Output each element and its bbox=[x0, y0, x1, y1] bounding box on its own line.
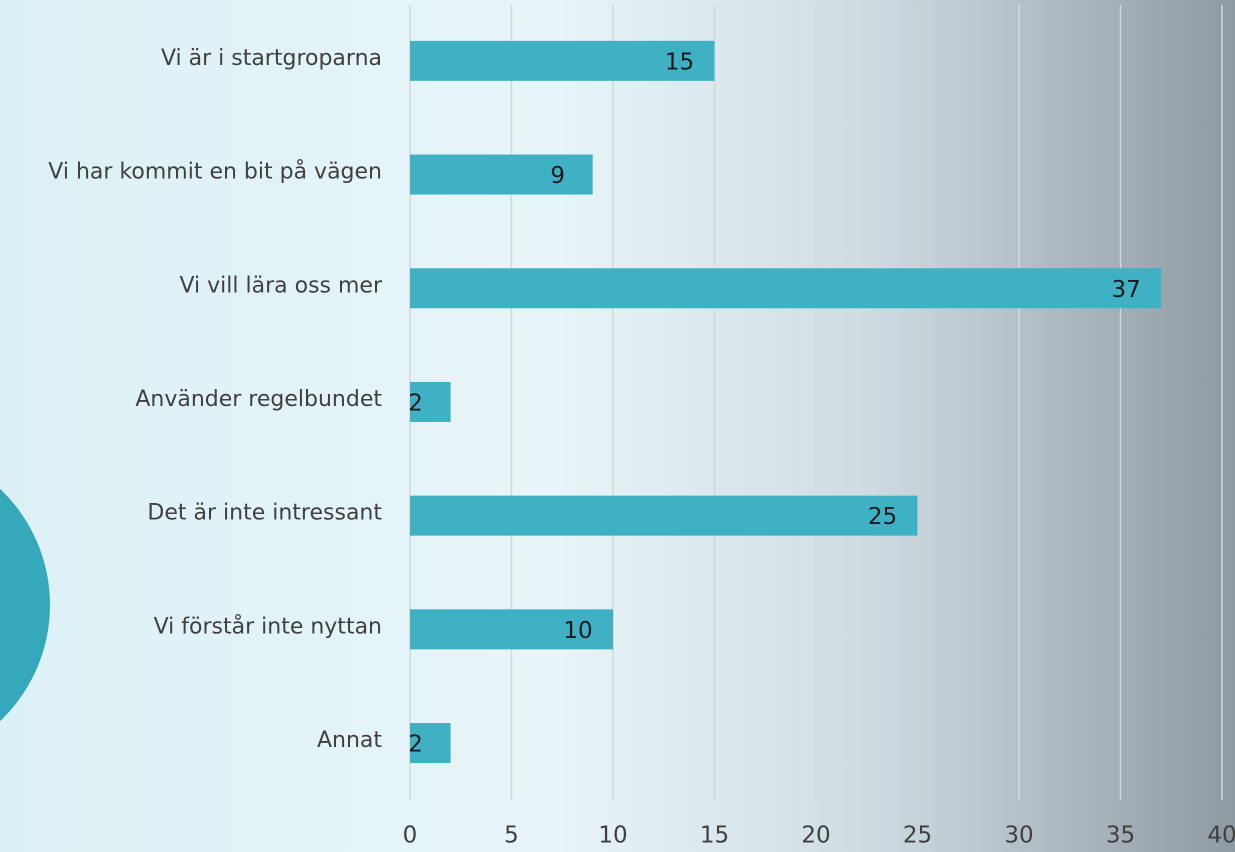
x-tick-label: 35 bbox=[1106, 823, 1135, 849]
bar bbox=[410, 40, 715, 81]
x-tick-label: 10 bbox=[598, 823, 627, 849]
x-tick-label: 20 bbox=[801, 823, 830, 849]
y-tick-label: Vi är i startgroparna bbox=[161, 46, 382, 71]
x-tick-label: 40 bbox=[1207, 823, 1235, 849]
y-tick-label: Annat bbox=[317, 728, 382, 753]
data-label: 9 bbox=[550, 163, 565, 189]
data-label: 25 bbox=[868, 504, 897, 530]
bar bbox=[410, 723, 451, 764]
y-tick-label: Vi vill lära oss mer bbox=[179, 273, 382, 298]
bar bbox=[410, 609, 613, 650]
x-tick-label: 25 bbox=[903, 823, 932, 849]
y-tick-label: Använder regelbundet bbox=[135, 387, 382, 412]
data-label: 37 bbox=[1111, 277, 1140, 303]
bar bbox=[410, 154, 593, 195]
x-tick-label: 5 bbox=[504, 823, 519, 849]
data-label: 15 bbox=[665, 49, 694, 75]
data-label: 2 bbox=[408, 390, 423, 416]
bar bbox=[410, 268, 1162, 309]
plot: 0 5 10 15 20 25 30 35 40 Vi är i startgroparna 15 V… bbox=[48, 5, 1235, 849]
x-tick-label: 30 bbox=[1004, 823, 1033, 849]
x-tick-label: 15 bbox=[700, 823, 729, 849]
y-tick-label: Vi förstår inte nyttan bbox=[154, 613, 382, 639]
y-tick-label: Vi har kommit en bit på vägen bbox=[48, 159, 382, 185]
y-tick-label: Det är inte intressant bbox=[147, 501, 382, 526]
data-label: 2 bbox=[408, 732, 423, 758]
bar bbox=[410, 381, 451, 422]
decor-circle bbox=[0, 488, 50, 722]
x-tick-label: 0 bbox=[403, 823, 418, 849]
data-label: 10 bbox=[563, 618, 592, 644]
bar bbox=[410, 495, 918, 536]
